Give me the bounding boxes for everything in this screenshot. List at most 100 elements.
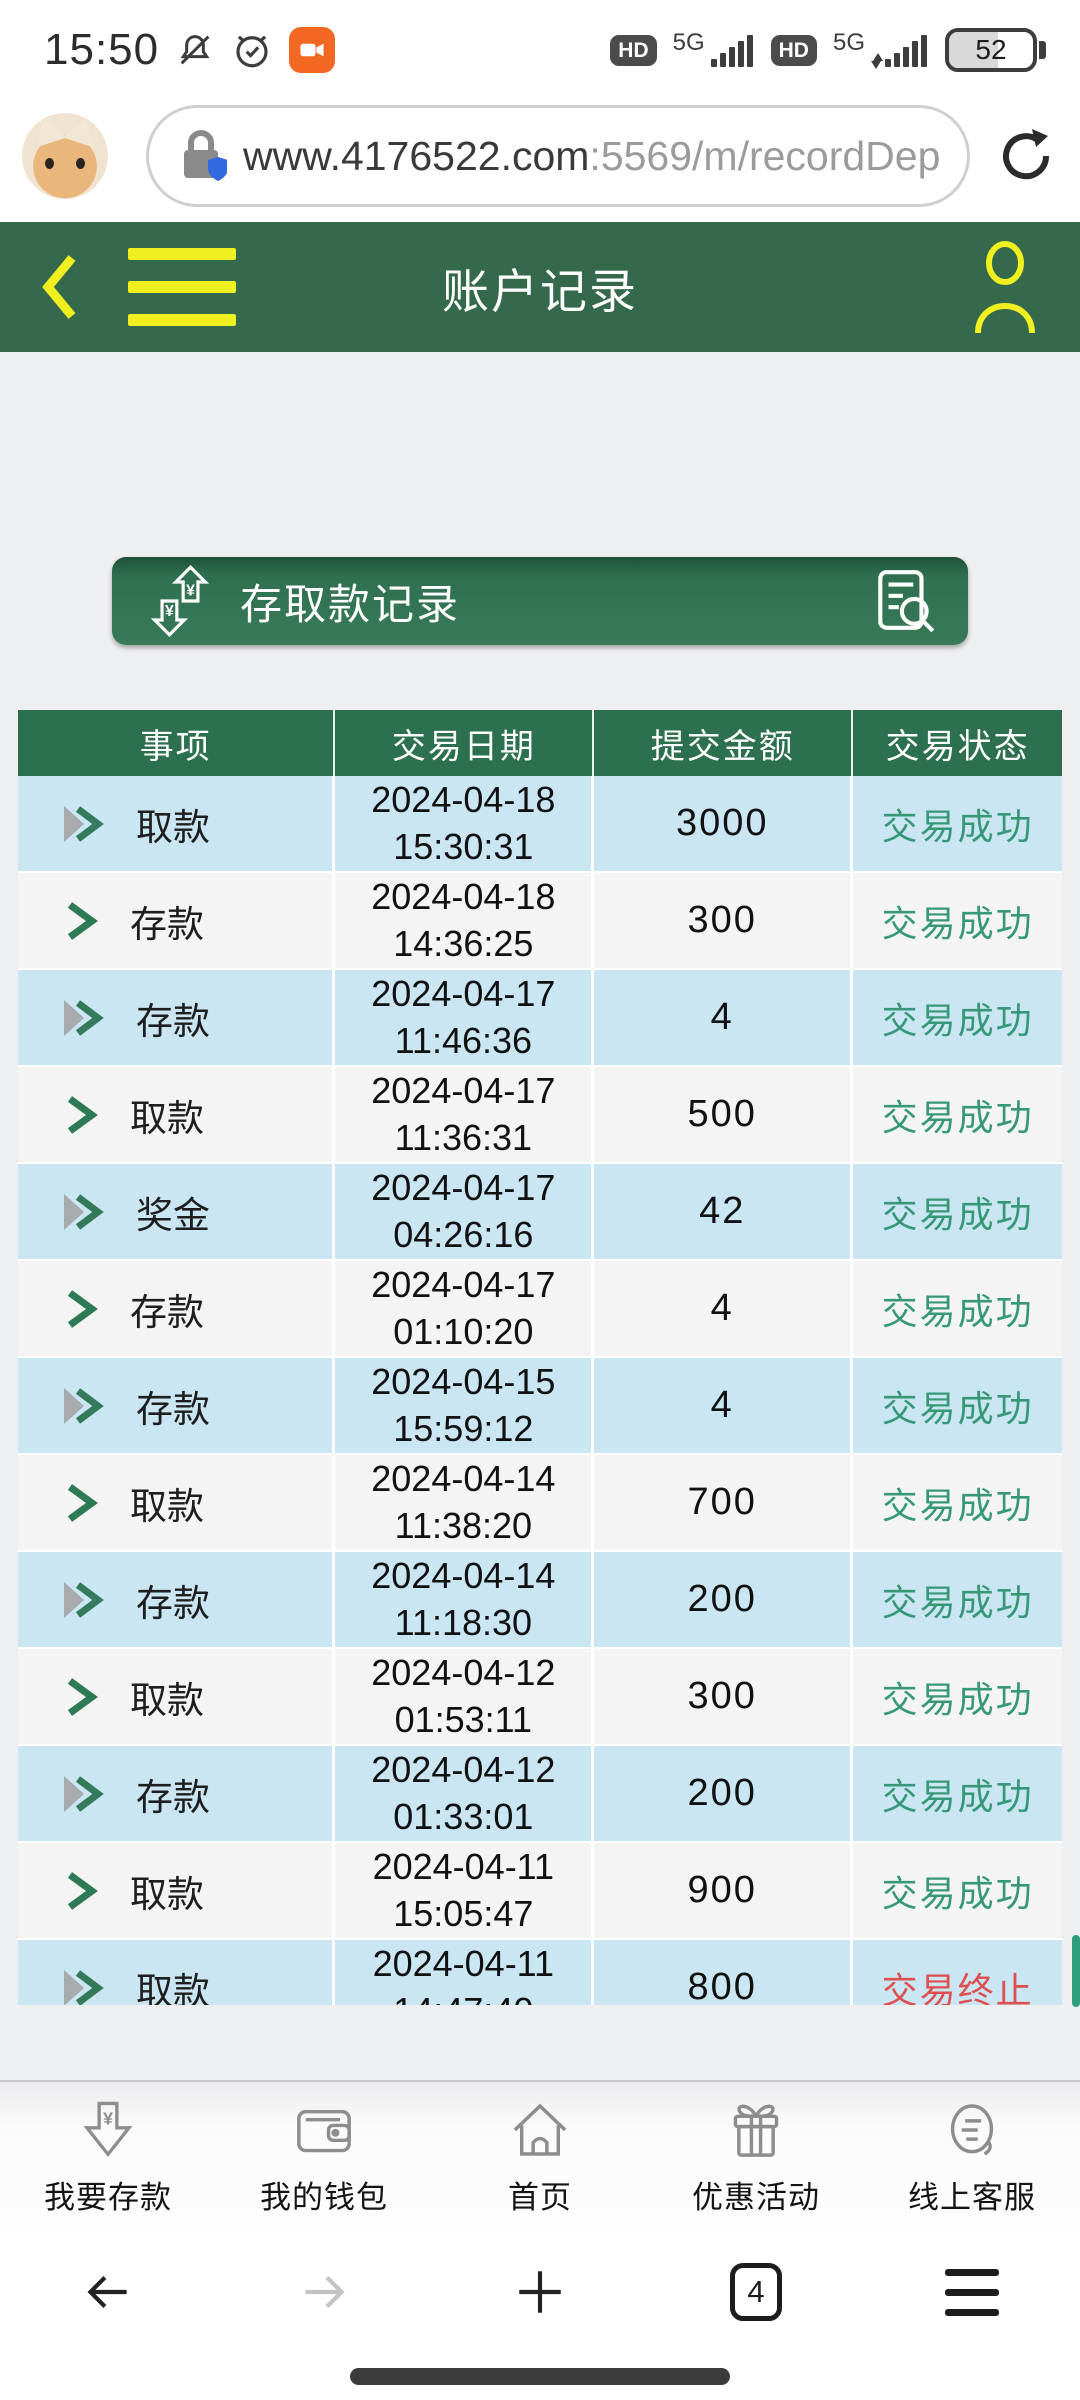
home-icon bbox=[508, 2098, 572, 2162]
transaction-time: 01:53:11 bbox=[394, 1698, 533, 1740]
browser-forward-button[interactable] bbox=[216, 2263, 432, 2321]
battery-percent: 52 bbox=[975, 34, 1007, 65]
reload-button[interactable] bbox=[996, 125, 1058, 187]
nav-item-promotions[interactable]: 优惠活动 bbox=[648, 2082, 864, 2232]
nav-item-deposit[interactable]: ¥ 我要存款 bbox=[0, 2082, 216, 2232]
transaction-amount: 3000 bbox=[594, 776, 854, 871]
records-banner[interactable]: ¥ ¥ 存取款记录 bbox=[112, 557, 968, 645]
svg-text:¥: ¥ bbox=[186, 583, 195, 600]
table-body: 取款 2024-04-18 15:30:31 3000 交易成功 存款 2024… bbox=[18, 776, 1062, 2005]
transaction-date: 2024-04-17 bbox=[371, 1263, 556, 1305]
signal-sim2-icon: 5G bbox=[833, 29, 929, 69]
transaction-type: 存款 bbox=[130, 903, 204, 945]
transaction-status: 交易成功 bbox=[881, 902, 1034, 944]
row-arrow-icon bbox=[60, 804, 108, 844]
transaction-type: 取款 bbox=[130, 1679, 204, 1721]
battery-icon: 52 bbox=[945, 28, 1046, 72]
table-row[interactable]: 奖金 2024-04-17 04:26:16 42 交易成功 bbox=[18, 1164, 1062, 1261]
row-arrow-icon bbox=[60, 998, 108, 1038]
svg-text:¥: ¥ bbox=[103, 2108, 113, 2128]
row-arrow-icon bbox=[60, 1289, 102, 1329]
avatar[interactable] bbox=[22, 113, 108, 199]
transaction-type: 取款 bbox=[130, 1485, 204, 1527]
gift-icon bbox=[724, 2098, 788, 2162]
svg-text:¥: ¥ bbox=[165, 603, 174, 620]
table-row[interactable]: 存款 2024-04-15 15:59:12 4 交易成功 bbox=[18, 1358, 1062, 1455]
address-bar[interactable]: www.4176522.com:5569/m/recordDep bbox=[146, 105, 970, 207]
page-title: 账户记录 bbox=[442, 264, 638, 318]
transaction-status: 交易成功 bbox=[881, 1096, 1034, 1138]
back-icon[interactable] bbox=[40, 252, 80, 322]
table-row[interactable]: 取款 2024-04-18 15:30:31 3000 交易成功 bbox=[18, 776, 1062, 873]
transaction-status: 交易成功 bbox=[881, 1872, 1034, 1914]
transaction-amount: 4 bbox=[594, 1261, 854, 1356]
banner-title: 存取款记录 bbox=[240, 580, 461, 628]
alarm-icon bbox=[231, 29, 273, 71]
table-row[interactable]: 存款 2024-04-17 11:46:36 4 交易成功 bbox=[18, 970, 1062, 1067]
transaction-type: 取款 bbox=[136, 1970, 210, 2006]
row-arrow-icon bbox=[60, 1386, 108, 1426]
transaction-time: 15:05:47 bbox=[393, 1892, 534, 1934]
scrollbar-thumb[interactable] bbox=[1072, 1935, 1080, 2007]
column-header-date: 交易日期 bbox=[335, 710, 595, 776]
transaction-type: 取款 bbox=[130, 1097, 204, 1139]
nav-item-customer-service[interactable]: 线上客服 bbox=[864, 2082, 1080, 2232]
menu-icon[interactable] bbox=[128, 248, 236, 326]
transaction-date: 2024-04-17 bbox=[371, 1069, 556, 1111]
row-arrow-icon bbox=[60, 1871, 102, 1911]
transaction-amount: 700 bbox=[594, 1455, 854, 1550]
tab-switcher-button[interactable]: 4 bbox=[648, 2263, 864, 2321]
customer-service-icon bbox=[940, 2098, 1004, 2162]
row-arrow-icon bbox=[60, 1580, 108, 1620]
signal-sim1-icon: 5G bbox=[673, 29, 755, 69]
transaction-status: 交易成功 bbox=[881, 1484, 1034, 1526]
user-profile-icon[interactable] bbox=[970, 239, 1040, 335]
transaction-time: 15:30:31 bbox=[393, 825, 534, 867]
column-header-amount: 提交金额 bbox=[594, 710, 854, 776]
transaction-date: 2024-04-18 bbox=[371, 875, 556, 917]
table-row[interactable]: 存款 2024-04-12 01:33:01 200 交易成功 bbox=[18, 1746, 1062, 1843]
transaction-type: 取款 bbox=[136, 806, 210, 848]
browser-menu-button[interactable] bbox=[864, 2268, 1080, 2316]
status-bar: 15:50 HD bbox=[0, 0, 1080, 90]
browser-toolbar: 4 bbox=[0, 2232, 1080, 2400]
table-row[interactable]: 取款 2024-04-11 14:47:40 800 交易终止 bbox=[18, 1940, 1062, 2005]
table-row[interactable]: 取款 2024-04-14 11:38:20 700 交易成功 bbox=[18, 1455, 1062, 1552]
table-row[interactable]: 存款 2024-04-18 14:36:25 300 交易成功 bbox=[18, 873, 1062, 970]
transaction-date: 2024-04-11 bbox=[372, 1942, 555, 1984]
transaction-amount: 200 bbox=[594, 1552, 854, 1647]
row-arrow-icon bbox=[60, 1968, 108, 2005]
table-row[interactable]: 取款 2024-04-12 01:53:11 300 交易成功 bbox=[18, 1649, 1062, 1746]
transaction-date: 2024-04-12 bbox=[371, 1651, 556, 1693]
transaction-date: 2024-04-15 bbox=[371, 1360, 556, 1402]
search-records-icon[interactable] bbox=[872, 566, 938, 636]
table-row[interactable]: 存款 2024-04-14 11:18:30 200 交易成功 bbox=[18, 1552, 1062, 1649]
url-suffix: :5569/m/recordDep bbox=[589, 132, 941, 179]
new-tab-button[interactable] bbox=[432, 2263, 648, 2321]
table-row[interactable]: 取款 2024-04-11 15:05:47 900 交易成功 bbox=[18, 1843, 1062, 1940]
row-arrow-icon bbox=[60, 901, 102, 941]
table-row[interactable]: 取款 2024-04-17 11:36:31 500 交易成功 bbox=[18, 1067, 1062, 1164]
table-header: 事项 交易日期 提交金额 交易状态 bbox=[18, 710, 1062, 776]
transaction-date: 2024-04-14 bbox=[371, 1554, 556, 1596]
transaction-status: 交易成功 bbox=[881, 1581, 1034, 1623]
transaction-time: 11:38:20 bbox=[394, 1504, 533, 1546]
transaction-type: 奖金 bbox=[136, 1194, 210, 1236]
bottom-navigation: ¥ 我要存款 我的钱包 bbox=[0, 2080, 1080, 2232]
row-arrow-icon bbox=[60, 1677, 102, 1717]
transaction-amount: 500 bbox=[594, 1067, 854, 1162]
table-row[interactable]: 存款 2024-04-17 01:10:20 4 交易成功 bbox=[18, 1261, 1062, 1358]
transaction-time: 04:26:16 bbox=[393, 1213, 534, 1255]
nav-item-wallet[interactable]: 我的钱包 bbox=[216, 2082, 432, 2232]
hd-badge-sim2: HD bbox=[770, 34, 817, 66]
transaction-type: 存款 bbox=[136, 1582, 210, 1624]
transaction-type: 取款 bbox=[130, 1873, 204, 1915]
browser-back-button[interactable] bbox=[0, 2263, 216, 2321]
column-header-status: 交易状态 bbox=[885, 727, 1030, 766]
url-text: www.4176522.com:5569/m/recordDep bbox=[243, 133, 940, 180]
transaction-type: 存款 bbox=[136, 1388, 210, 1430]
nav-item-home[interactable]: 首页 bbox=[432, 2082, 648, 2232]
transaction-type: 存款 bbox=[136, 1776, 210, 1818]
transaction-amount: 300 bbox=[594, 1649, 854, 1744]
home-indicator[interactable] bbox=[350, 2368, 730, 2385]
